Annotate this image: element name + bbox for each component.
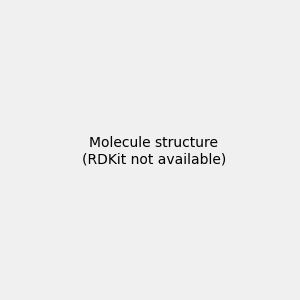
Text: Molecule structure
(RDKit not available): Molecule structure (RDKit not available) [82, 136, 226, 166]
